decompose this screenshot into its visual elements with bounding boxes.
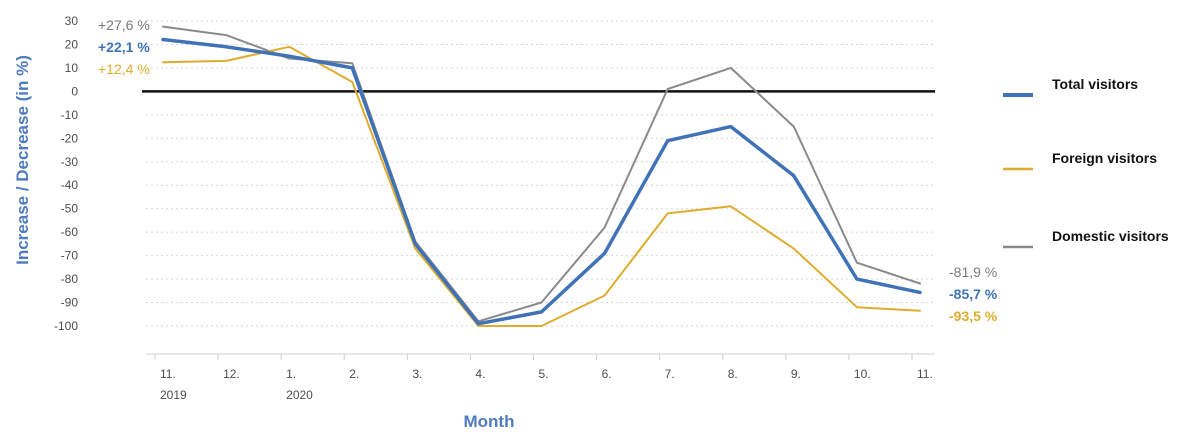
y-tick-label: 20 — [65, 37, 79, 51]
grid-lines — [142, 20, 935, 355]
start-value-label: +22,1 % — [98, 39, 150, 55]
y-tick-label: -20 — [61, 131, 79, 145]
start-value-label: +12,4 % — [98, 61, 150, 77]
x-tick-label: 11. — [160, 367, 176, 381]
x-axis-ticks: 11. 2019 12. 1. 2020 2. 3. 4. 5. 6. 7. 8. 9. 10. 11. — [154, 354, 933, 402]
legend-label: Total visitors — [1052, 76, 1138, 92]
end-value-label: -81,9 % — [949, 264, 997, 280]
x-tick-label: 4. — [475, 367, 485, 381]
x-tick-label: 7. — [665, 367, 675, 381]
y-tick-label: -80 — [61, 272, 79, 286]
y-tick-label: -30 — [61, 155, 79, 169]
y-tick-label: -50 — [61, 202, 79, 216]
x-tick-label: 3. — [412, 367, 422, 381]
x-tick-label: 10. — [854, 367, 871, 381]
x-tick-label: 2. — [349, 367, 359, 381]
y-tick-label: 10 — [65, 61, 79, 75]
x-tick-label: 1. — [286, 367, 296, 381]
end-value-label: -85,7 % — [949, 286, 998, 302]
legend-label: Domestic visitors — [1052, 228, 1169, 244]
series-line-foreign-visitors — [162, 45, 921, 327]
y-tick-label: -70 — [61, 249, 79, 263]
series-line-total-visitors — [161, 37, 922, 326]
y-tick-label: 30 — [65, 14, 79, 28]
y-tick-label: -90 — [61, 296, 79, 310]
y-axis-title: Increase / Decrease (in %) — [13, 55, 32, 265]
x-tick-label: 12. — [223, 367, 240, 381]
x-tick-label: 8. — [728, 367, 738, 381]
x-tick-label: 5. — [539, 367, 549, 381]
legend: Total visitors Foreign visitors Domestic v… — [1003, 76, 1169, 249]
y-axis-ticks: 30 20 10 0 -10 -20 -30 -40 -50 -60 -70 -80 -90 -100 — [54, 14, 78, 333]
x-axis-title: Month — [464, 412, 515, 431]
y-tick-label: -60 — [61, 225, 79, 239]
y-tick-label: -100 — [54, 319, 78, 333]
x-tick-year-label: 2020 — [286, 388, 313, 402]
series-lines — [161, 25, 922, 327]
y-tick-label: -40 — [61, 178, 79, 192]
legend-label: Foreign visitors — [1052, 150, 1157, 166]
x-tick-label: 9. — [791, 367, 801, 381]
y-tick-label: -10 — [61, 108, 79, 122]
start-value-label: +27,6 % — [98, 17, 150, 33]
x-tick-label: 6. — [602, 367, 612, 381]
x-tick-label: 11. — [917, 367, 933, 381]
y-tick-label: 0 — [71, 84, 78, 98]
x-tick-year-label: 2019 — [160, 388, 187, 402]
end-value-label: -93,5 % — [949, 308, 998, 324]
series-line-domestic-visitors — [162, 25, 921, 323]
value-annotations: +27,6 % +22,1 % +12,4 % -81,9 % -85,7 % -93,5… — [98, 17, 998, 324]
